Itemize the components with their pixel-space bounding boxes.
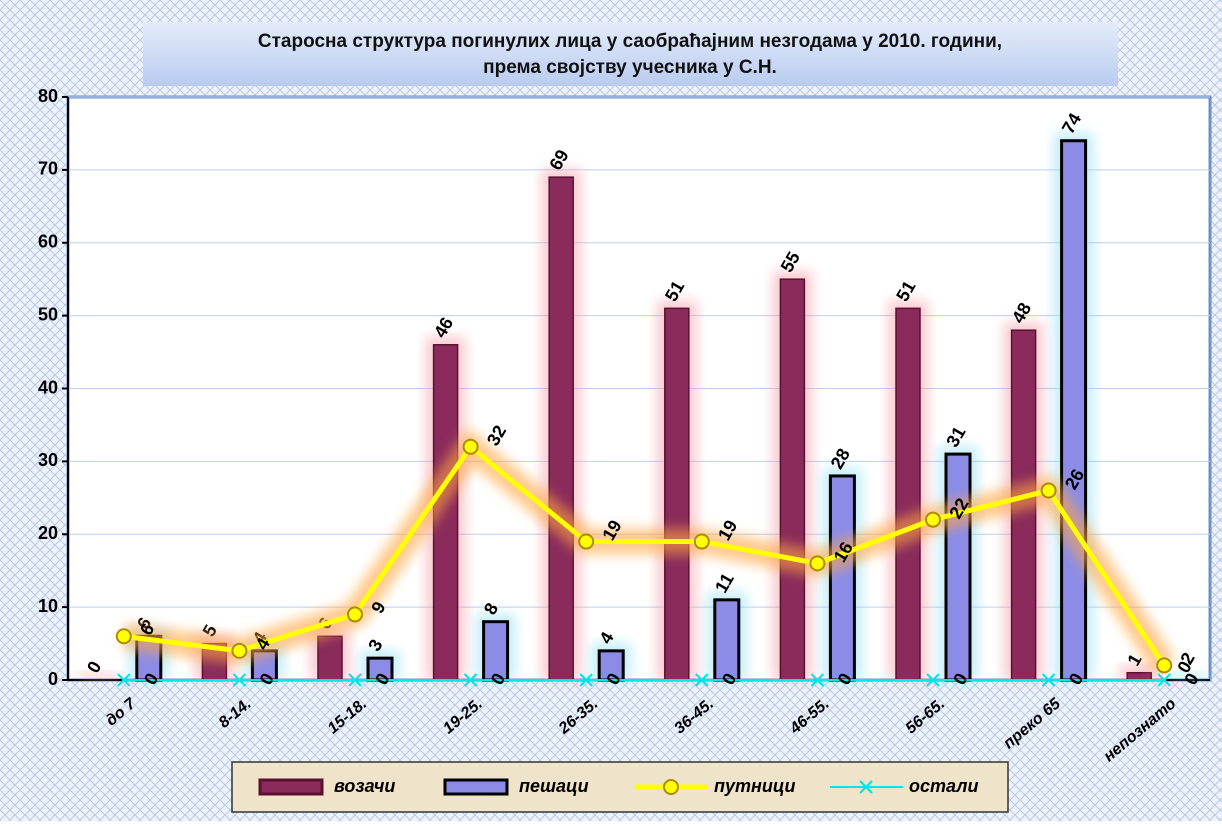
legend-label: путници <box>714 776 796 796</box>
point <box>462 438 479 455</box>
y-tick-label: 70 <box>38 159 58 179</box>
y-tick-label: 20 <box>38 523 58 543</box>
point <box>115 628 132 645</box>
point <box>232 673 247 687</box>
bar <box>664 307 690 681</box>
legend-swatch <box>258 778 324 796</box>
bar <box>828 474 856 682</box>
chart-title: Старосна структура погинулих лица у саоб… <box>258 31 1002 52</box>
point <box>1040 482 1057 499</box>
legend-label: пешаци <box>519 776 589 796</box>
bar <box>1126 671 1152 681</box>
point <box>1041 673 1056 687</box>
y-tick-label: 40 <box>38 377 58 397</box>
legend-swatch <box>859 780 873 794</box>
bar <box>1060 139 1088 682</box>
legend-label: возачи <box>334 776 395 796</box>
bar <box>482 620 510 682</box>
line <box>123 443 1167 667</box>
y-tick-label: 30 <box>38 450 58 470</box>
bar-glow <box>78 672 119 680</box>
point <box>348 673 362 687</box>
point <box>579 673 593 687</box>
bar <box>895 307 921 681</box>
point <box>810 673 825 687</box>
point <box>578 533 595 550</box>
chart-title: према својству учесника у С.Н. <box>483 57 777 78</box>
legend-swatch <box>443 778 509 796</box>
point <box>693 533 710 550</box>
bar <box>548 176 574 681</box>
bar <box>713 598 741 682</box>
y-tick-label: 10 <box>38 596 58 616</box>
point <box>695 673 709 687</box>
point <box>347 606 363 623</box>
y-tick-label: 50 <box>38 304 58 324</box>
point <box>1156 657 1173 674</box>
title-box <box>143 22 1118 86</box>
point <box>925 511 941 528</box>
legend-swatch <box>663 779 679 795</box>
point <box>809 555 826 572</box>
bar <box>317 635 343 681</box>
y-tick-label: 0 <box>48 669 58 689</box>
point <box>463 673 478 687</box>
bar <box>944 452 972 682</box>
point <box>231 642 248 659</box>
y-tick-label: 60 <box>38 232 58 252</box>
point <box>926 673 940 687</box>
point <box>1157 673 1171 687</box>
y-tick-label: 80 <box>38 86 58 106</box>
legend-label: остали <box>909 776 978 796</box>
bar <box>597 649 625 682</box>
bar <box>779 278 806 681</box>
point <box>117 673 131 687</box>
bar-glow <box>1169 672 1210 680</box>
